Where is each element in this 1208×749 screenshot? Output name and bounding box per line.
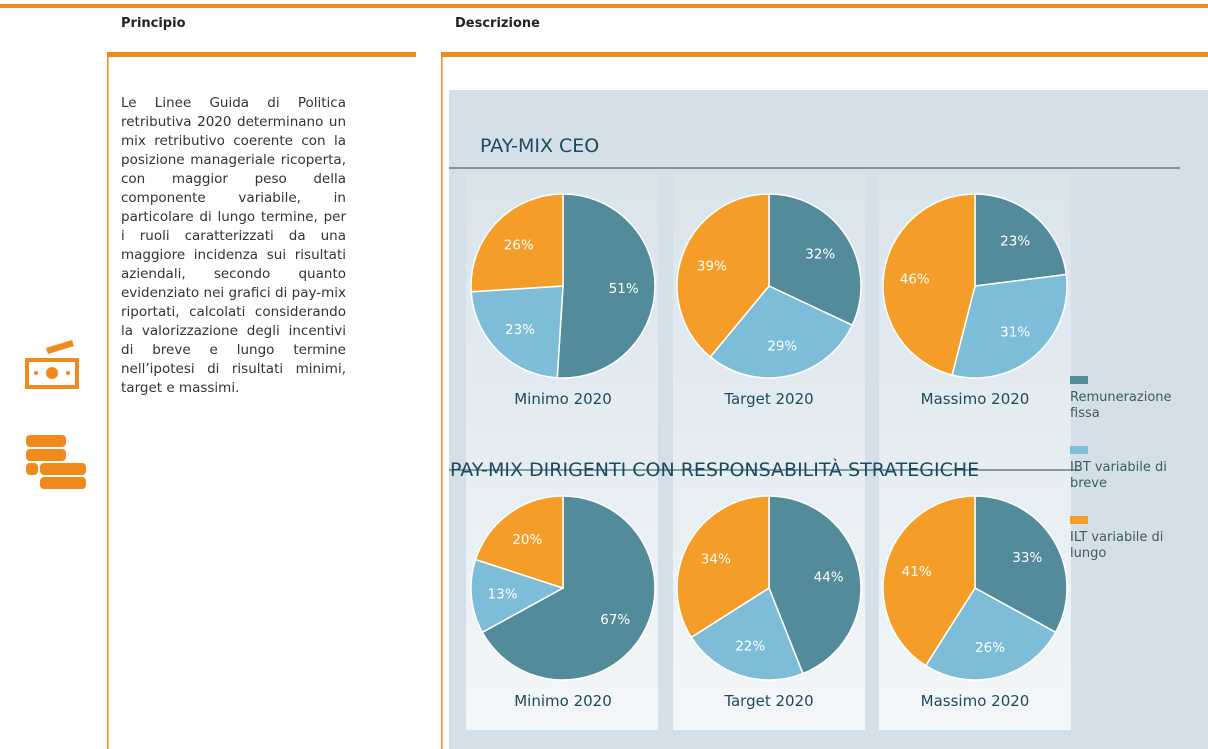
slice-label: 13% bbox=[488, 587, 518, 603]
body-text: Le Linee Guida di Politica retributiva 2… bbox=[121, 95, 346, 396]
pie-slice bbox=[470, 285, 564, 379]
pie-slice bbox=[676, 495, 770, 639]
col-rule bbox=[107, 52, 416, 57]
pie-slice bbox=[882, 193, 976, 377]
legend-item: Remunerazione fissa bbox=[1070, 376, 1200, 422]
section-title: PAY-MIX DIRIGENTI CON RESPONSABILITÀ STR… bbox=[450, 458, 979, 481]
slice-label: 23% bbox=[1000, 233, 1030, 249]
slice-label: 26% bbox=[975, 640, 1005, 656]
pie-slice bbox=[882, 495, 976, 667]
slice-label: 41% bbox=[902, 564, 932, 580]
slice-label: 67% bbox=[600, 612, 630, 628]
slice-label: 51% bbox=[609, 281, 639, 297]
pie-slice bbox=[481, 495, 656, 681]
slice-label: 23% bbox=[505, 322, 535, 338]
slice-label: 34% bbox=[701, 552, 731, 568]
pie-caption: Massimo 2020 bbox=[921, 692, 1030, 710]
slice-label: 33% bbox=[1012, 550, 1042, 566]
pie-slice bbox=[690, 586, 804, 681]
legend-label: Remunerazione fissa bbox=[1070, 390, 1172, 421]
pie-caption: Target 2020 bbox=[723, 692, 813, 710]
pie-caption: Target 2020 bbox=[723, 390, 813, 408]
slice-label: 46% bbox=[900, 271, 930, 287]
legend-item: IBT variabile di breve bbox=[1070, 446, 1200, 492]
pie-slice bbox=[768, 193, 862, 327]
pie-slice bbox=[556, 193, 656, 379]
pie-caption: Minimo 2020 bbox=[514, 692, 612, 710]
pie-slice bbox=[709, 285, 854, 379]
section-title: PAY-MIX CEO bbox=[480, 135, 599, 157]
pie-slice bbox=[924, 587, 1057, 681]
legend-label: IBT variabile di breve bbox=[1070, 460, 1167, 491]
slice-label: 20% bbox=[512, 532, 542, 548]
pie-caption: Massimo 2020 bbox=[921, 390, 1030, 408]
col-line bbox=[107, 57, 109, 749]
icon-coins bbox=[26, 435, 86, 489]
slice-label: 39% bbox=[697, 258, 727, 274]
pie-slice bbox=[470, 558, 565, 634]
pie-caption: Minimo 2020 bbox=[514, 390, 612, 408]
legend-swatch bbox=[1070, 446, 1088, 454]
top-rule bbox=[0, 4, 1208, 8]
slice-label: 32% bbox=[805, 246, 835, 262]
slice-label: 22% bbox=[735, 639, 765, 655]
col-rule bbox=[441, 52, 1208, 57]
pie-slice bbox=[470, 193, 564, 293]
legend-item: ILT variabile di lungo bbox=[1070, 516, 1200, 562]
col-line bbox=[441, 57, 443, 749]
legend-swatch bbox=[1070, 516, 1088, 524]
pie-slice bbox=[974, 193, 1068, 287]
slice-label: 31% bbox=[1000, 325, 1030, 341]
slice-label: 29% bbox=[767, 338, 797, 354]
pie-slice bbox=[474, 495, 564, 590]
slice-label: 44% bbox=[814, 570, 844, 586]
icon-money bbox=[25, 340, 79, 389]
pie-slice bbox=[951, 273, 1068, 379]
slice-label: 26% bbox=[504, 237, 534, 253]
pie-slice bbox=[974, 495, 1068, 634]
pie-slice bbox=[676, 193, 770, 358]
header: Principio bbox=[121, 16, 186, 31]
legend-label: ILT variabile di lungo bbox=[1070, 530, 1164, 561]
pie-slice bbox=[768, 495, 862, 675]
legend-swatch bbox=[1070, 376, 1088, 384]
header: Descrizione bbox=[455, 16, 540, 31]
